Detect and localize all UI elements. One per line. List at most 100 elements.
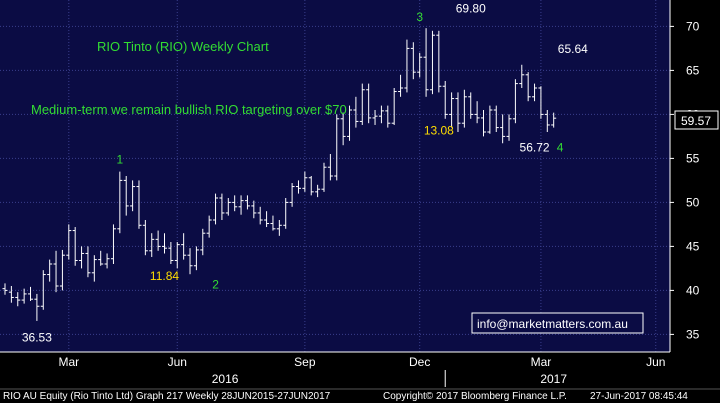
ohlc-bar <box>257 206 263 225</box>
ohlc-bar <box>429 30 435 95</box>
chart-subtitle: Medium-term we remain bullish RIO target… <box>31 102 347 117</box>
ohlc-bar <box>436 30 442 93</box>
ohlc-bar <box>423 28 429 97</box>
ohlc-bar <box>244 195 250 210</box>
x-axis: Mar Jun Sep Dec Mar Jun 2016 2017 <box>0 351 670 387</box>
ohlc-bar <box>410 42 416 80</box>
gridlines <box>0 0 670 352</box>
ohlc-bar <box>91 255 97 282</box>
ohlc-bar <box>225 198 231 216</box>
ohlc-bar <box>385 105 391 128</box>
x-month-label: Jun <box>646 355 665 369</box>
ohlc-bar <box>544 110 550 132</box>
ohlc-bar <box>123 176 129 216</box>
watermark-text: info@marketmatters.com.au <box>477 317 628 331</box>
y-tick-label: 35 <box>686 327 700 341</box>
ohlc-bar <box>155 230 161 251</box>
ohlc-bar <box>340 112 346 146</box>
footer-right: 27-Jun-2017 08:45:44 <box>590 391 688 402</box>
ohlc-bar <box>327 154 333 181</box>
ohlc-bar <box>359 83 365 125</box>
ohlc-bar <box>72 227 78 266</box>
watermark-box: info@marketmatters.com.au <box>471 312 644 334</box>
ohlc-bar <box>238 195 244 215</box>
ohlc-bar <box>174 242 180 269</box>
y-tick-label: 50 <box>686 195 700 209</box>
ohlc-bar <box>289 183 295 207</box>
ohlc-bar <box>232 195 238 212</box>
footer-left: RIO AU Equity (Rio Tinto Ltd) Graph 217 … <box>3 391 331 402</box>
ohlc-bar <box>461 89 467 128</box>
ohlc-bar <box>532 83 538 102</box>
ohlc-bar <box>302 171 308 192</box>
ohlc-bar <box>551 112 557 128</box>
annotation-label: 3 <box>416 10 423 24</box>
ohlc-bar <box>130 180 136 212</box>
ohlc-bar <box>276 220 282 236</box>
ohlc-bar <box>104 253 110 269</box>
annotation-label: 4 <box>557 140 564 154</box>
ohlc-bar <box>487 105 493 134</box>
ohlc-bar <box>512 79 518 124</box>
ohlc-bar <box>493 105 499 132</box>
x-month-label: Jun <box>168 355 187 369</box>
x-month-label: Sep <box>294 355 316 369</box>
ohlc-bar <box>110 224 116 264</box>
ohlc-bar <box>79 246 85 269</box>
ohlc-bar <box>53 250 59 293</box>
ohlc-bar <box>193 246 199 271</box>
chart-title: RIO Tinto (RIO) Weekly Chart <box>97 39 269 54</box>
ohlc-bar <box>283 198 289 229</box>
ohlc-bars <box>2 28 557 321</box>
ohlc-bar <box>66 224 72 260</box>
ohlc-bar <box>40 270 46 310</box>
year-label-2017: 2017 <box>540 372 567 386</box>
ohlc-bar <box>162 233 167 254</box>
ohlc-bar <box>181 233 187 260</box>
ohlc-bar <box>474 101 480 124</box>
last-price-box <box>674 110 719 130</box>
annotation-label: 11.84 <box>150 269 179 283</box>
ohlc-bar <box>168 242 174 264</box>
ohlc-bar <box>321 162 327 192</box>
y-tick-label: 55 <box>686 151 700 165</box>
ohlc-bar <box>455 92 461 132</box>
ohlc-bar <box>347 105 353 141</box>
ohlc-bar <box>34 293 40 321</box>
ohlc-bar <box>136 180 142 229</box>
ohlc-bar <box>372 110 378 125</box>
ohlc-bar <box>334 114 340 181</box>
ohlc-bar <box>206 215 212 238</box>
ohlc-bar <box>442 80 448 119</box>
ohlc-bar <box>85 246 91 278</box>
y-tick-label: 40 <box>686 283 700 297</box>
y-tick-label: 70 <box>686 19 700 33</box>
ohlc-bar <box>481 110 486 137</box>
ohlc-bar <box>187 248 193 275</box>
ohlc-bar <box>264 211 270 228</box>
y-tick-label: 65 <box>686 63 700 77</box>
ohlc-bar <box>506 114 512 141</box>
ohlc-bar <box>59 249 65 291</box>
ohlc-bar <box>117 171 123 234</box>
ohlc-bar <box>21 288 27 304</box>
y-tick-label: 45 <box>686 239 700 253</box>
x-month-label: Dec <box>409 355 430 369</box>
ohlc-bar <box>270 215 276 231</box>
ohlc-bar <box>404 39 410 93</box>
ohlc-bar <box>2 283 8 295</box>
annotation-label: 36.53 <box>22 330 52 344</box>
annotation-label: 65.64 <box>558 42 588 56</box>
x-month-label: Mar <box>58 355 79 369</box>
ohlc-bar <box>8 286 14 303</box>
ohlc-bar <box>308 176 314 196</box>
ohlc-bar <box>98 250 104 266</box>
ohlc-bar <box>213 193 219 225</box>
annotation-label: 1 <box>116 153 123 167</box>
ohlc-bar <box>219 193 225 220</box>
footer-center: Copyright© 2017 Bloomberg Finance L.P. <box>383 391 567 402</box>
last-price-text: 59.57 <box>681 114 711 128</box>
ohlc-bar <box>251 200 257 219</box>
